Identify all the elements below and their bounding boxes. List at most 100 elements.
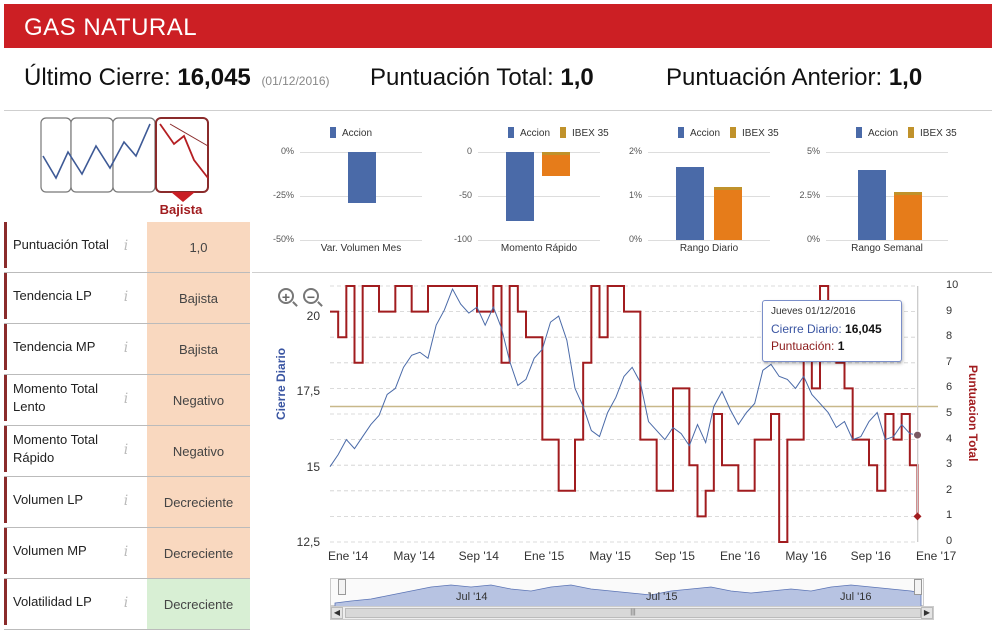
- bar-accion[interactable]: [676, 167, 704, 240]
- gridline: [826, 196, 948, 197]
- legend-label: Accion: [342, 128, 373, 139]
- y2-tick-label: 1: [946, 509, 953, 522]
- info-icon[interactable]: i: [123, 493, 129, 509]
- trend-card-3[interactable]: [112, 117, 156, 193]
- indicator-label: Puntuación Total: [4, 222, 129, 268]
- zoom-in-icon[interactable]: +: [278, 288, 294, 304]
- indicator-value: Negativo: [147, 375, 250, 425]
- gridline: [826, 240, 948, 241]
- gridline: [648, 240, 770, 241]
- indicator-row: Momento Total Lento i Negativo: [4, 375, 250, 426]
- y2-tick-label: 3: [946, 458, 953, 471]
- y-tick-label: -100: [453, 234, 472, 244]
- zoom-out-icon[interactable]: −: [303, 288, 319, 304]
- navigator-left-handle[interactable]: [338, 579, 346, 595]
- tooltip-close: Cierre Diario: 16,045: [771, 321, 893, 338]
- tooltip-score: Puntuación: 1: [771, 338, 893, 355]
- gridline: [826, 152, 948, 153]
- x-tick-label: May '15: [589, 549, 631, 563]
- last-close-value: 16,045: [177, 64, 251, 91]
- navigator-right-handle[interactable]: [914, 579, 922, 595]
- navigator-label: Jul '15: [646, 591, 678, 603]
- chart-legend: Accion: [330, 127, 382, 139]
- legend-item[interactable]: Accion: [508, 127, 551, 139]
- info-icon[interactable]: i: [123, 595, 129, 611]
- legend-item[interactable]: Accion: [330, 127, 373, 139]
- legend-item[interactable]: IBEX 35: [730, 127, 779, 139]
- previous-score-value: 1,0: [888, 64, 923, 91]
- x-tick-label: Ene '16: [720, 549, 761, 563]
- trend-line-up-icon: [42, 123, 151, 180]
- bar-ibex[interactable]: [542, 152, 570, 176]
- info-icon[interactable]: i: [123, 544, 129, 560]
- y-tick-label: 20: [306, 309, 320, 324]
- indicator-label: Tendencia LP: [4, 273, 129, 319]
- bar-ibex[interactable]: [894, 192, 922, 240]
- info-icon[interactable]: i: [123, 391, 129, 407]
- scroll-right-icon[interactable]: ▶: [921, 607, 933, 619]
- gridline: [478, 152, 600, 153]
- y-tick-label: 15: [306, 459, 320, 474]
- x-tick-label: Sep '14: [458, 549, 499, 563]
- indicator-value: Decreciente: [147, 579, 250, 629]
- info-icon[interactable]: i: [123, 238, 129, 254]
- info-icon[interactable]: i: [123, 340, 129, 356]
- indicator-row: Volumen LP i Decreciente: [4, 477, 250, 528]
- y2-tick-label: 6: [946, 381, 953, 394]
- legend-label: Accion: [868, 128, 899, 139]
- bar-accion[interactable]: [858, 169, 886, 240]
- scroll-left-icon[interactable]: ◀: [331, 607, 343, 619]
- y2-tick-label: 9: [946, 304, 953, 317]
- indicator-value: Decreciente: [147, 528, 250, 578]
- chart-scrollbar[interactable]: ◀ ||| ▶: [330, 606, 934, 620]
- legend-item[interactable]: Accion: [678, 127, 721, 139]
- gridline: [478, 240, 600, 241]
- legend-swatch: [508, 127, 514, 138]
- y-axis-title: Cierre Diario: [274, 347, 288, 420]
- mini-chart-title: Momento Rápido: [500, 243, 578, 254]
- x-tick-label: Ene '14: [328, 549, 369, 563]
- mini-chart-title: Var. Volumen Mes: [320, 243, 402, 254]
- y-tick-label: 1%: [628, 190, 642, 200]
- previous-score: Puntuación Anterior: 1,0: [666, 64, 922, 92]
- bar-accion[interactable]: [506, 152, 534, 221]
- page-header: GAS NATURAL: [4, 4, 992, 48]
- y-tick-label: -25%: [272, 190, 294, 200]
- y2-tick-label: 4: [946, 432, 953, 445]
- legend-item[interactable]: IBEX 35: [560, 127, 609, 139]
- trend-selector[interactable]: [38, 116, 214, 216]
- legend-label: IBEX 35: [742, 128, 779, 139]
- indicator-row: Tendencia LP i Bajista: [4, 273, 250, 324]
- legend-label: Accion: [690, 128, 721, 139]
- legend-label: Accion: [520, 128, 551, 139]
- mini-chart-title: Rango Semanal: [851, 243, 923, 254]
- y2-tick-label: 0: [946, 535, 953, 547]
- total-score-value: 1,0: [560, 64, 594, 91]
- bar-ibex[interactable]: [714, 187, 742, 240]
- bar-accion[interactable]: [348, 152, 376, 204]
- legend-swatch: [678, 127, 684, 138]
- y-tick-label: 17,5: [296, 384, 320, 399]
- y-tick-label: -50%: [272, 234, 294, 244]
- legend-swatch: [730, 127, 737, 138]
- y-tick-label: 0%: [280, 146, 294, 156]
- info-icon[interactable]: i: [123, 289, 129, 305]
- scroll-thumb[interactable]: |||: [345, 608, 921, 618]
- tooltip-score-value: 1: [837, 339, 845, 353]
- y2-tick-label: 5: [946, 407, 953, 419]
- company-title: GAS NATURAL: [24, 14, 198, 41]
- indicator-table: Puntuación Total i 1,0 Tendencia LP i Bajist…: [4, 222, 250, 630]
- legend-label: IBEX 35: [572, 128, 609, 139]
- y2-tick-label: 7: [946, 355, 953, 368]
- y-tick-label: 2.5%: [799, 190, 820, 200]
- y-tick-label: 0%: [806, 234, 820, 244]
- legend-swatch: [856, 127, 862, 138]
- info-icon[interactable]: i: [123, 442, 129, 458]
- legend-item[interactable]: IBEX 35: [908, 127, 957, 139]
- indicator-label: Momento Total Rápido: [4, 426, 129, 472]
- range-navigator[interactable]: [330, 578, 924, 607]
- legend-item[interactable]: Accion: [856, 127, 899, 139]
- x-tick-label: Sep '16: [850, 549, 891, 563]
- indicator-label: Volumen LP: [4, 477, 129, 523]
- navigator-label: Jul '16: [840, 591, 872, 603]
